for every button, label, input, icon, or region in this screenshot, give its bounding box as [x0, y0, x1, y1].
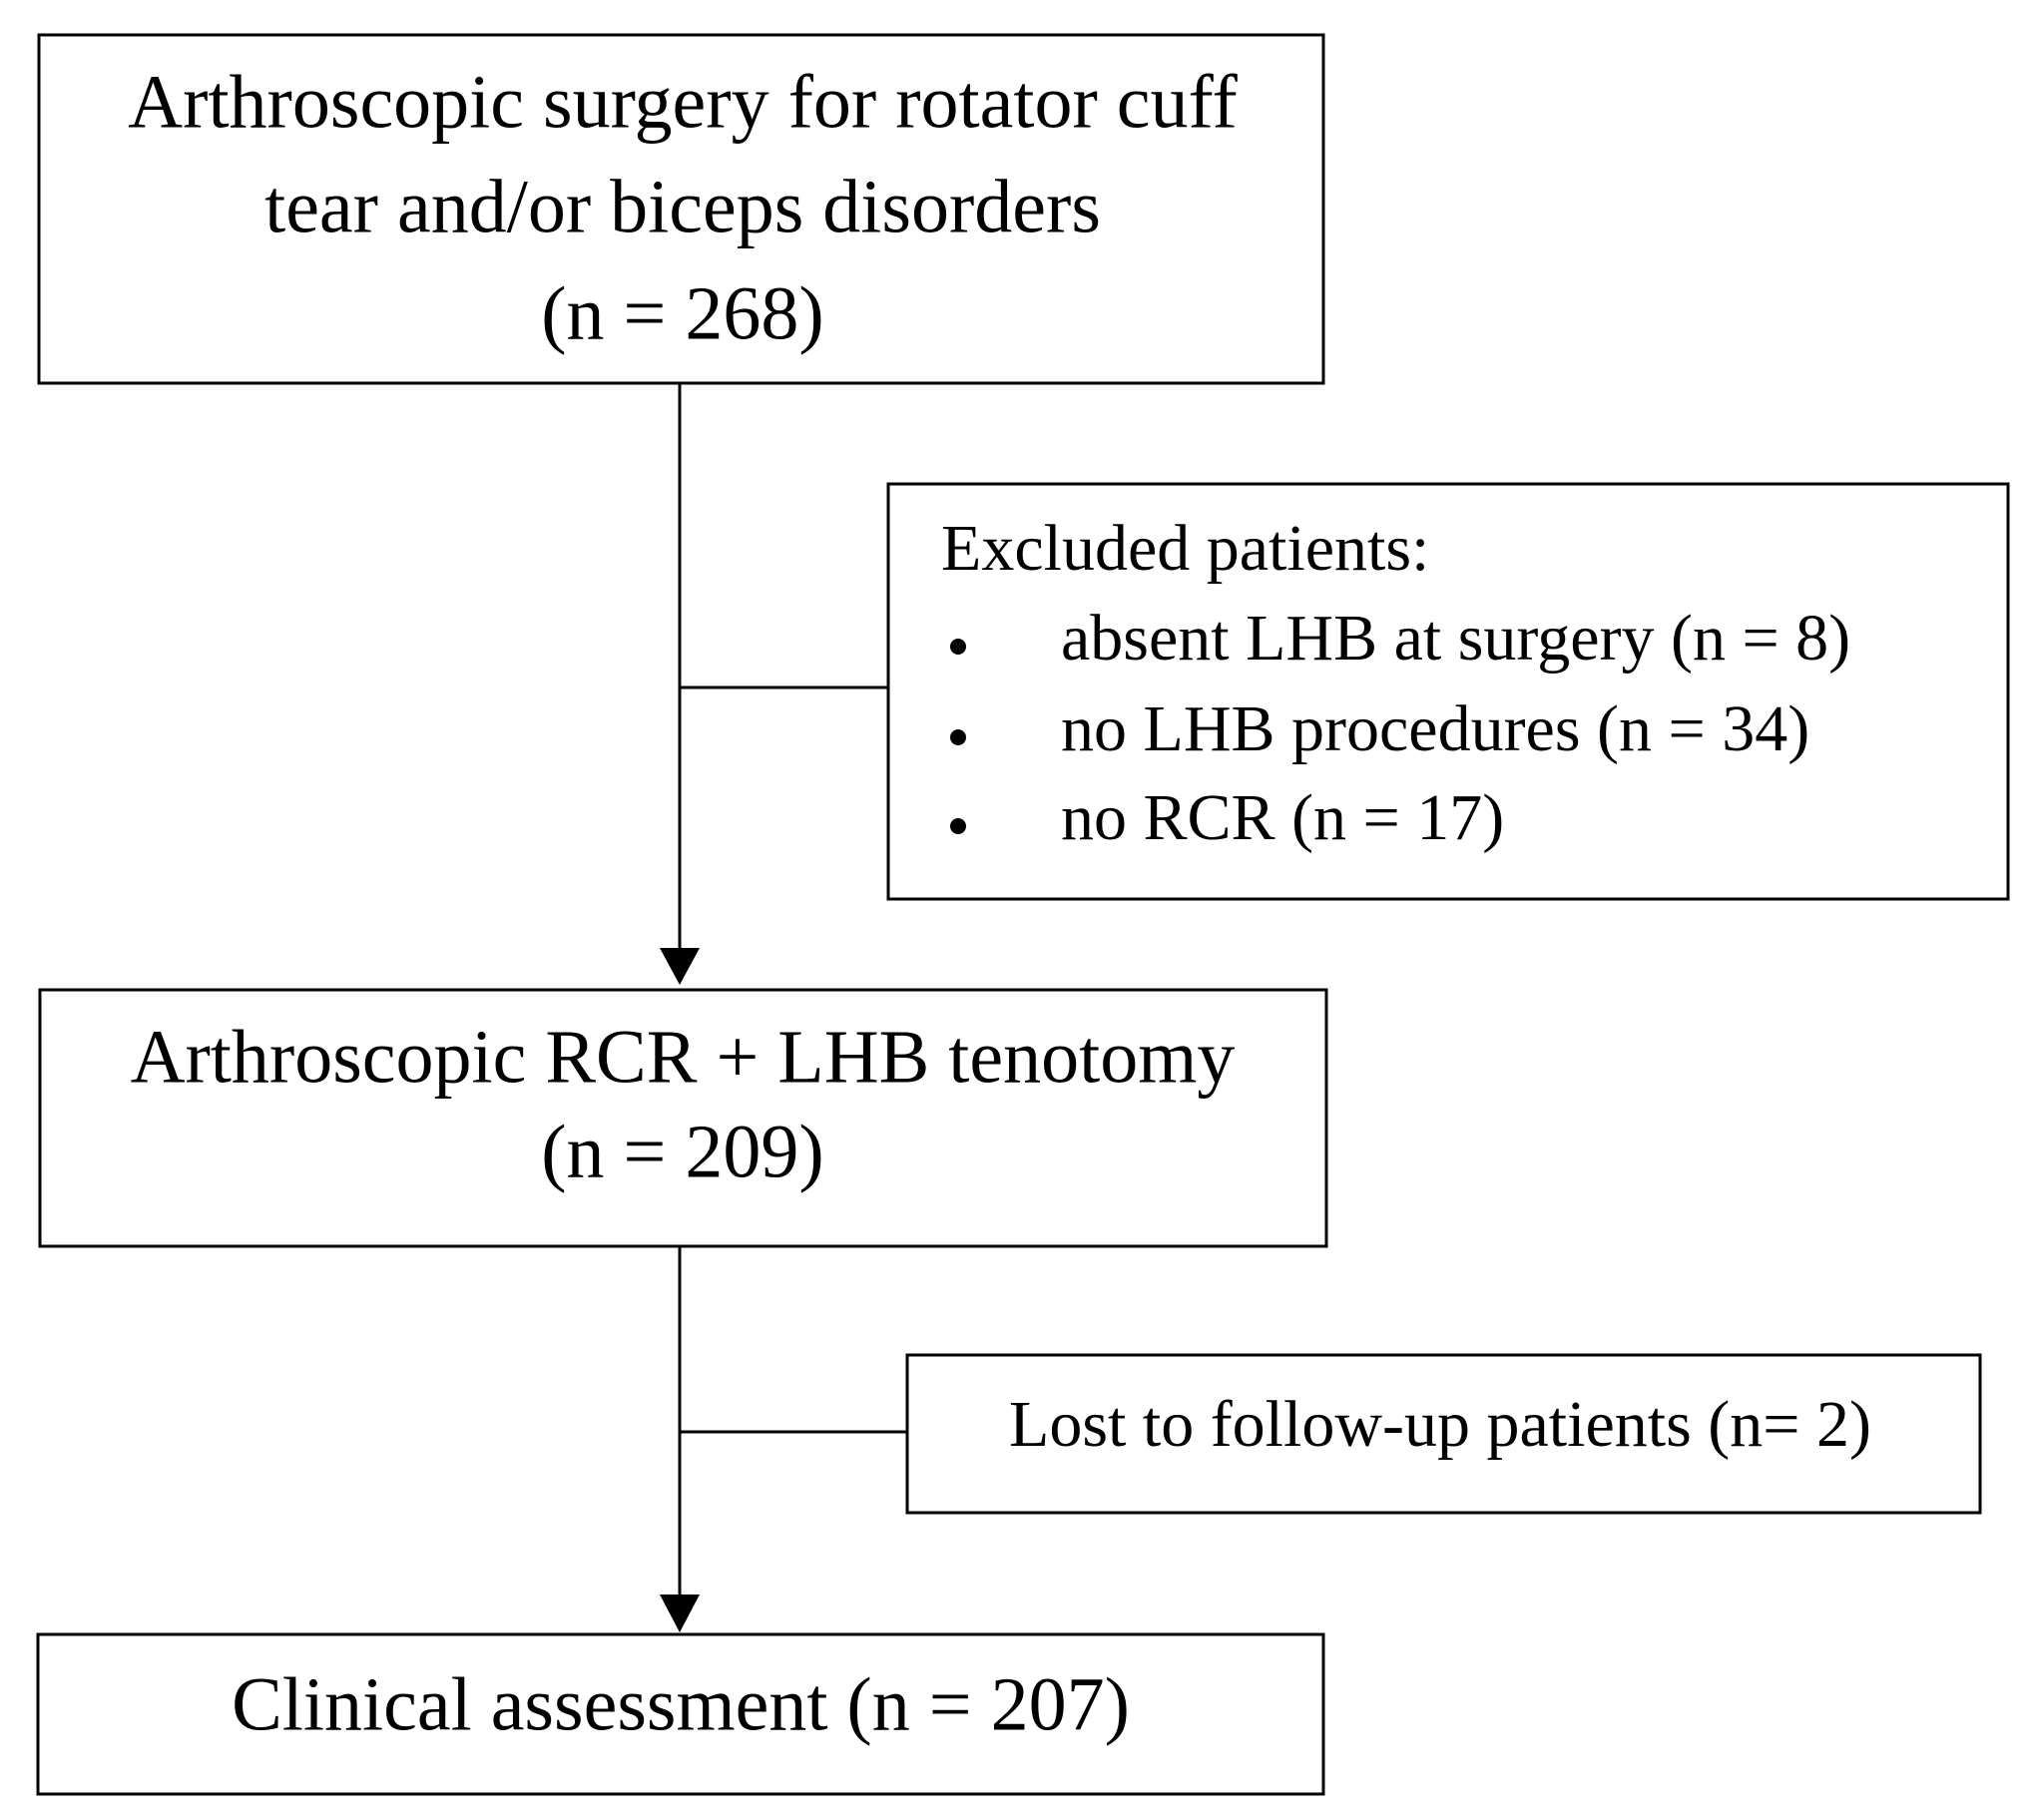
- box-title: Excluded patients:: [941, 512, 1429, 585]
- box-text: (n = 209): [541, 1110, 823, 1193]
- arrowhead: [660, 1594, 700, 1632]
- box-text: (n = 268): [541, 271, 823, 355]
- box-text: tear and/or biceps disorders: [264, 165, 1101, 248]
- list-item: no LHB procedures (n = 34): [1061, 692, 1809, 765]
- box: [905, 1353, 1982, 1515]
- box: [38, 988, 1328, 1248]
- box-text: Clinical assessment (n = 207): [232, 1662, 1130, 1746]
- box-text: Arthroscopic RCR + LHB tenotomy: [131, 1015, 1236, 1099]
- box: [37, 33, 1325, 385]
- arrowhead: [660, 948, 700, 985]
- box: [886, 482, 2010, 901]
- bullet: [950, 639, 966, 655]
- box-text: Lost to follow-up patients (n= 2): [1009, 1388, 1871, 1461]
- box-text: Arthroscopic surgery for rotator cuff: [128, 60, 1238, 144]
- box: [36, 1632, 1325, 1796]
- bullet: [950, 729, 966, 745]
- bullet: [950, 818, 966, 834]
- list-item: absent LHB at surgery (n = 8): [1061, 602, 1850, 675]
- list-item: no RCR (n = 17): [1061, 781, 1504, 854]
